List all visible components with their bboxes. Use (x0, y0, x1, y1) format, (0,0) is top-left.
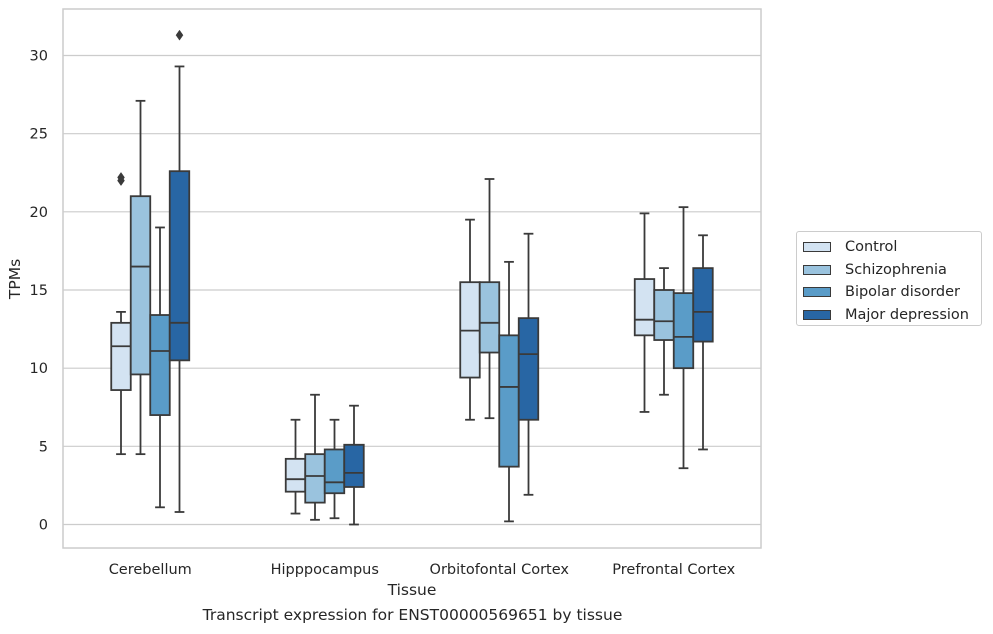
y-tick-label: 5 (39, 439, 48, 455)
axes: 0 5 10 15 20 25 30 Cerebellum Hipppocampus Orbito… (30, 8, 762, 578)
series-control (110, 172, 656, 515)
y-tick-label: 30 (30, 49, 48, 65)
box (284, 457, 307, 493)
box (633, 278, 656, 337)
box (498, 334, 520, 468)
series-major-depression (168, 29, 714, 526)
legend-item: Bipolar disorder (803, 281, 981, 304)
box (110, 321, 132, 391)
box (323, 448, 346, 495)
box (672, 292, 695, 370)
x-axis-label: Tissue (387, 581, 437, 599)
series-schizophrenia (129, 99, 675, 521)
legend-swatch (803, 309, 831, 320)
box (168, 170, 191, 362)
outlier-point (175, 29, 184, 41)
legend-item: Major depression (803, 304, 981, 327)
legend-item: Control (803, 236, 981, 259)
legend-item: Schizophrenia (803, 259, 981, 282)
legend: Control Schizophrenia Bipolar disorder Majo… (796, 231, 982, 326)
legend-label: Schizophrenia (845, 261, 947, 278)
y-tick-label: 20 (30, 205, 48, 221)
box-plot-series (110, 29, 714, 526)
y-tick-label: 10 (30, 361, 48, 377)
x-tick-label: Prefrontal Cortex (612, 562, 735, 578)
y-tick-label: 15 (30, 283, 48, 299)
legend-label: Control (845, 239, 898, 256)
legend-swatch (803, 242, 831, 253)
legend-swatch (803, 264, 831, 275)
box (149, 314, 171, 416)
figure-caption: Transcript expression for ENST0000056965… (202, 606, 623, 624)
x-tick-label: Orbitofontal Cortex (430, 562, 570, 578)
legend-swatch (803, 287, 831, 298)
box (478, 281, 501, 354)
box (692, 267, 714, 343)
x-tick-label: Cerebellum (109, 562, 192, 578)
legend-label: Major depression (845, 306, 969, 323)
y-tick-label: 25 (30, 127, 48, 143)
series-bipolar-disorder (149, 206, 695, 523)
x-tick-label: Hipppocampus (271, 562, 379, 578)
box (129, 195, 152, 376)
box (343, 443, 365, 488)
box (517, 317, 540, 421)
legend-label: Bipolar disorder (845, 284, 960, 301)
plot-frame (62, 8, 762, 549)
outlier-point (117, 172, 125, 183)
box (653, 289, 675, 341)
y-tick-label: 0 (39, 518, 48, 534)
y-axis-label: TPMs (6, 259, 24, 300)
box (304, 453, 326, 504)
